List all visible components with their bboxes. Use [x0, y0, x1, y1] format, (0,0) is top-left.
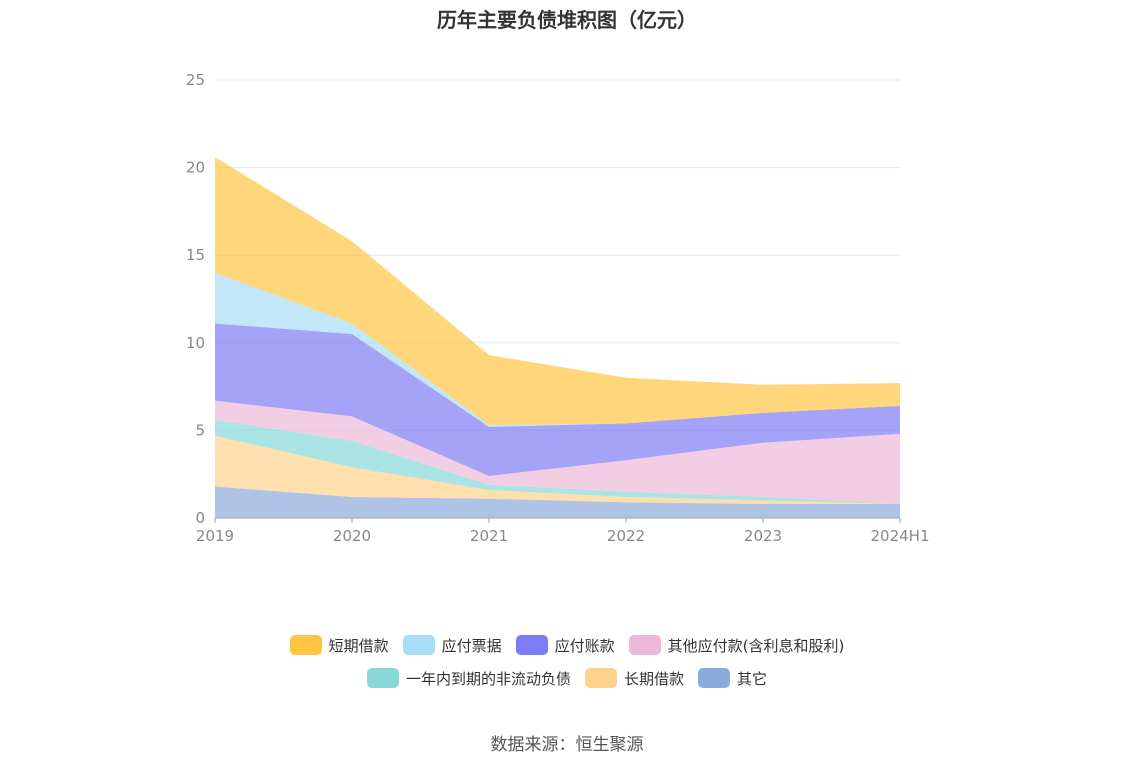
axes: 0 5 10 15 20 25 2019 2020 2021 2022 2023 2024H1 — [186, 71, 930, 545]
legend-row-1: 短期借款 应付票据 应付账款 其他应付款(含利息和股利) — [0, 630, 1134, 660]
y-tick-label: 0 — [195, 509, 205, 527]
area-series[interactable] — [215, 157, 900, 518]
area-短期借款[interactable] — [215, 157, 900, 426]
x-tick-label: 2019 — [196, 527, 234, 545]
legend-row-2: 一年内到期的非流动负债 长期借款 其它 — [0, 663, 1134, 693]
legend-label: 其他应付款(含利息和股利) — [667, 636, 845, 655]
legend-swatch — [698, 668, 730, 688]
legend-swatch — [584, 668, 617, 688]
legend-label: 短期借款 — [328, 636, 389, 655]
legend-item[interactable]: 一年内到期的非流动负债 — [366, 668, 571, 689]
x-tick-label: 2023 — [744, 527, 782, 545]
legend: 短期借款 应付票据 应付账款 其他应付款(含利息和股利) 一年内到期的非流动负债 长期借… — [0, 630, 1134, 696]
legend-label: 其它 — [737, 669, 768, 688]
legend-label: 应付账款 — [554, 636, 615, 655]
legend-label: 应付票据 — [441, 636, 502, 655]
area-长期借款[interactable] — [215, 435, 900, 504]
x-tick-label: 2022 — [607, 527, 645, 545]
legend-swatch — [289, 635, 322, 655]
y-tick-label: 10 — [186, 334, 205, 352]
legend-item[interactable]: 其他应付款(含利息和股利) — [628, 635, 845, 656]
y-tick-label: 5 — [195, 421, 205, 439]
y-tick-label: 25 — [186, 71, 205, 89]
chart-title: 历年主要负债堆积图（亿元） — [437, 8, 697, 32]
legend-swatch — [628, 635, 661, 655]
x-tick-label: 2020 — [333, 527, 371, 545]
y-tick-label: 15 — [186, 246, 205, 264]
legend-label: 长期借款 — [623, 669, 684, 688]
legend-label: 一年内到期的非流动负债 — [405, 669, 571, 688]
legend-swatch — [515, 635, 548, 655]
legend-item[interactable]: 长期借款 — [584, 668, 684, 689]
area-其他应付款(含利息和股利)[interactable] — [215, 400, 900, 504]
x-tick-label: 2021 — [470, 527, 508, 545]
y-tick-label: 20 — [186, 159, 205, 177]
legend-swatch — [366, 668, 399, 688]
area-一年内到期的非流动负债[interactable] — [215, 419, 900, 504]
legend-item[interactable]: 短期借款 — [289, 635, 389, 656]
area-应付账款[interactable] — [215, 323, 900, 477]
data-source-note: 数据来源：恒生聚源 — [490, 735, 644, 755]
area-其它[interactable] — [215, 486, 900, 519]
legend-item[interactable]: 应付票据 — [402, 635, 502, 656]
legend-item[interactable]: 应付账款 — [515, 635, 615, 656]
legend-swatch — [402, 635, 435, 655]
stacked-area-chart: 0 5 10 15 20 25 2019 2020 2021 2022 2023 2024H1 — [186, 71, 930, 545]
legend-item[interactable]: 其它 — [698, 668, 767, 689]
x-tick-label: 2024H1 — [871, 527, 930, 545]
